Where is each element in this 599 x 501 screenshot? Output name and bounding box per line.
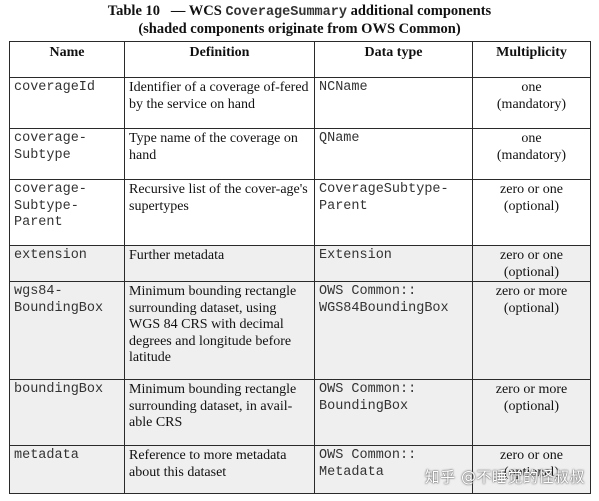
caption-line-2: (shaded components originate from OWS Co… xyxy=(138,21,461,37)
caption-line-1: Table 10 — WCS CoverageSummary additiona… xyxy=(0,3,599,21)
cell-data-type: QName xyxy=(314,128,473,180)
cell-definition: Further metadata xyxy=(124,245,315,282)
cell-name: boundingBox xyxy=(9,379,125,446)
header-multiplicity: Multiplicity xyxy=(472,41,591,78)
cell-data-type: OWS Common:: BoundingBox xyxy=(314,379,473,446)
header-name: Name xyxy=(9,41,125,78)
cell-name: coverageId xyxy=(9,77,125,129)
header-row: Name Definition Data type Multiplicity xyxy=(9,41,591,78)
cell-definition: Reference to more metadata about this da… xyxy=(124,445,315,494)
table-row: metadata Reference to more metadata abou… xyxy=(9,445,591,494)
cell-multiplicity: one (mandatory) xyxy=(472,128,591,180)
table-row: coverage-Subtype Type name of the covera… xyxy=(9,128,591,180)
watermark: 知乎 @不睡觉的怪叔叔 xyxy=(424,468,585,486)
table-row: coverageId Identifier of a coverage of-f… xyxy=(9,77,591,129)
cell-multiplicity: zero or one (optional) xyxy=(472,445,591,494)
cell-data-type: OWS Common:: WGS84BoundingBox xyxy=(314,281,473,380)
cell-multiplicity: one (mandatory) xyxy=(472,77,591,129)
header-data-type: Data type xyxy=(314,41,473,78)
table-row: boundingBox Minimum bounding rectangle s… xyxy=(9,379,591,446)
components-table: Name Definition Data type Multiplicity c… xyxy=(9,41,591,494)
header-definition: Definition xyxy=(124,41,315,78)
cell-definition: Recursive list of the cover-age's supert… xyxy=(124,179,315,246)
cell-data-type: Extension xyxy=(314,245,473,282)
cell-definition: Minimum bounding rectangle surrounding d… xyxy=(124,379,315,446)
caption-dash: — WCS xyxy=(170,3,222,19)
cell-multiplicity: zero or one (optional) xyxy=(472,245,591,282)
table-row: wgs84-BoundingBox Minimum bounding recta… xyxy=(9,281,591,380)
cell-definition: Identifier of a coverage of-fered by the… xyxy=(124,77,315,129)
cell-data-type: OWS Common:: Metadata xyxy=(314,445,473,494)
cell-data-type: CoverageSubtype-Parent xyxy=(314,179,473,246)
cell-name: extension xyxy=(9,245,125,282)
table-row: coverage-Subtype-Parent Recursive list o… xyxy=(9,179,591,246)
cell-data-type: NCName xyxy=(314,77,473,129)
caption-code: CoverageSummary xyxy=(225,5,347,20)
cell-multiplicity: zero or more (optional) xyxy=(472,379,591,446)
cell-name: metadata xyxy=(9,445,125,494)
cell-name: coverage-Subtype xyxy=(9,128,125,180)
cell-multiplicity: zero or more (optional) xyxy=(472,281,591,380)
cell-name: coverage-Subtype-Parent xyxy=(9,179,125,246)
caption-table-number: Table 10 xyxy=(107,3,161,19)
table-caption: Table 10 — WCS CoverageSummary additiona… xyxy=(0,3,599,37)
cell-definition: Minimum bounding rectangle surrounding d… xyxy=(124,281,315,380)
table-row: extension Further metadata Extension zer… xyxy=(9,245,591,282)
cell-multiplicity: zero or one (optional) xyxy=(472,179,591,246)
cell-name: wgs84-BoundingBox xyxy=(9,281,125,380)
cell-definition: Type name of the coverage on hand xyxy=(124,128,315,180)
caption-suffix: additional components xyxy=(350,3,492,19)
